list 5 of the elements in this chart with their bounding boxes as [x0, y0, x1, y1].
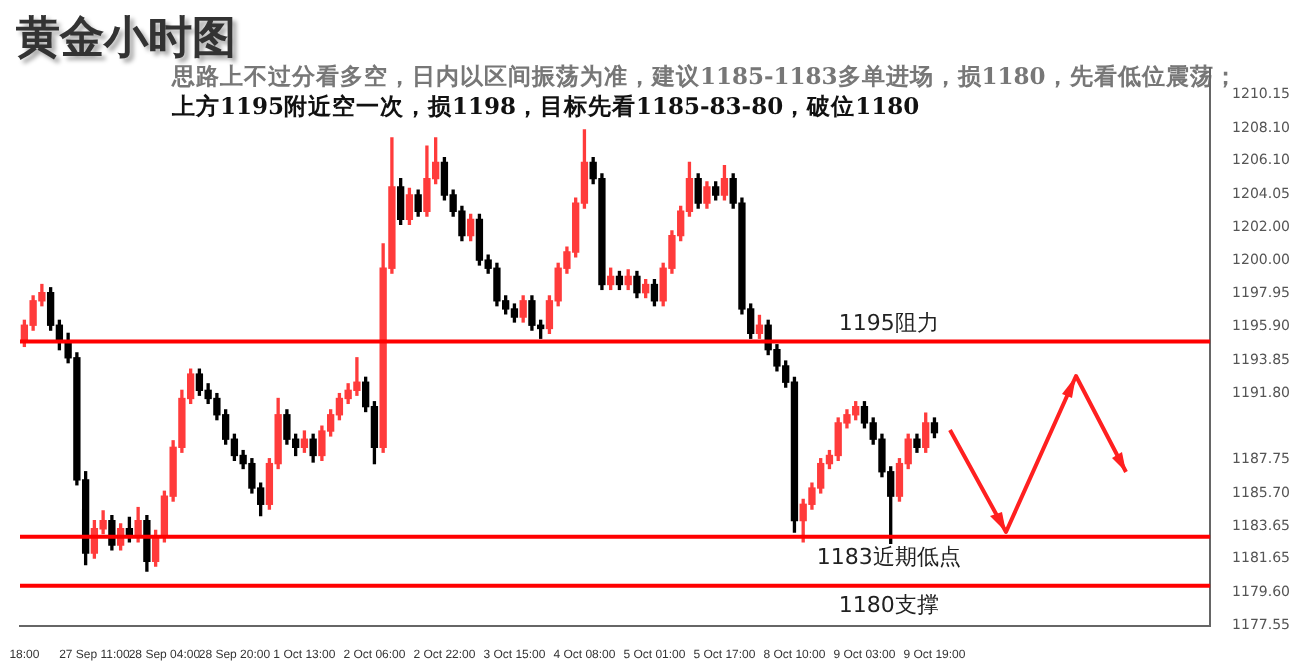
ref-line-label: 1180支撑: [838, 592, 939, 619]
ref-line-label: 1183近期低点: [816, 543, 961, 570]
ref-line-label: 1195阻力: [838, 310, 939, 337]
chart-title: 黄金小时图: [16, 12, 236, 64]
annotation: 上方1195附近空一次，损1198，目标先看1185-83-80，破位1180: [172, 92, 920, 122]
